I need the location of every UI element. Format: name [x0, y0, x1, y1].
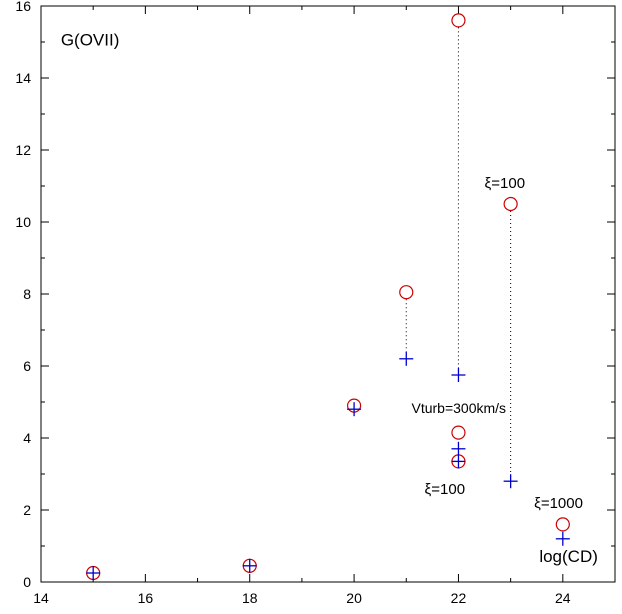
x-tick-label: 16: [138, 590, 154, 606]
circle-point: [451, 13, 466, 28]
y-tick-label: 12: [15, 142, 31, 158]
circle-point: [503, 196, 518, 212]
y-tick-label: 16: [15, 0, 31, 14]
plus-point: [347, 402, 362, 417]
plus-point: [503, 474, 518, 489]
annotation-label: ξ=1000: [534, 495, 583, 512]
y-tick-label: 4: [23, 430, 31, 446]
y-tick-label: 10: [15, 214, 31, 230]
circle-point: [399, 285, 414, 300]
plus-point: [555, 531, 570, 546]
y-tick-label: 2: [23, 502, 31, 518]
circle-point: [451, 425, 466, 440]
y-tick-label: 8: [23, 286, 31, 302]
y-axis: 0 2 4 6 8 10 12 14 16: [15, 0, 615, 590]
plus-point: [399, 351, 414, 366]
plus-point: [451, 441, 466, 456]
plus-point: [451, 368, 466, 382]
plus-point: [451, 454, 466, 469]
x-tick-label: 14: [33, 590, 49, 606]
x-tick-label: 18: [242, 590, 258, 606]
connector-lines: [405, 27, 512, 475]
circle-point: [555, 517, 570, 532]
plus-point: [242, 558, 257, 573]
annotation-label: ξ=100: [485, 175, 526, 192]
annotation-label: G(OVII): [61, 31, 120, 50]
annotation-label: Vturb=300km/s: [411, 400, 506, 416]
annotations: G(OVII) ξ=100 Vturb=300km/s ξ=100 ξ=1000 log(…: [61, 31, 598, 567]
y-tick-label: 0: [23, 574, 31, 590]
plus-point: [86, 566, 101, 580]
plot-frame: [40, 5, 616, 583]
data-markers: [86, 13, 570, 581]
y-tick-label: 6: [23, 358, 31, 374]
x-tick-label: 20: [346, 590, 362, 606]
x-tick-label: 24: [555, 590, 571, 606]
annotation-label: ξ=100: [425, 481, 466, 498]
y-tick-label: 14: [15, 70, 31, 86]
x-tick-label: 22: [451, 590, 467, 606]
annotation-label: log(CD): [539, 547, 598, 566]
